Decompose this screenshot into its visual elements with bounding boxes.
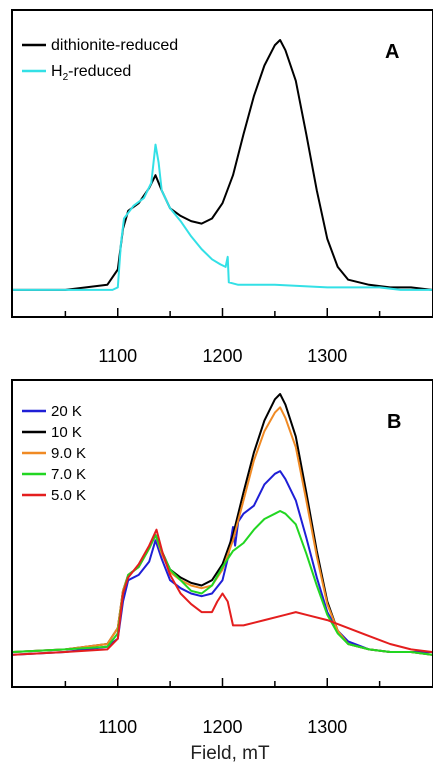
panel-a-frame (12, 10, 433, 317)
panel-a-legend-label: H2-reduced (51, 63, 131, 83)
panel-b-legend-label: 20 K (51, 403, 82, 420)
panel-a-x-tick-label: 1300 (307, 346, 347, 366)
panel-b-legend-label: 5.0 K (51, 487, 86, 504)
panel-b-legend-label: 10 K (51, 424, 82, 441)
panel-a-legend: dithionite-reduced H2-reduced (22, 37, 178, 83)
panel-a-x-tick-label: 1100 (98, 346, 137, 366)
panel-b-x-tick-label: 1100 (98, 717, 137, 737)
panel-b-label: B (387, 411, 401, 433)
x-axis-label: Field, mT (190, 743, 270, 764)
panel-a: 1100 1200 1300 dithionite-reduced H2-reduce… (12, 10, 433, 366)
panel-b-legend-label: 7.0 K (51, 466, 86, 483)
panel-b-series-line (13, 511, 432, 655)
panel-b-legend-label: 9.0 K (51, 445, 86, 462)
panel-a-series-line (13, 145, 432, 290)
panel-b-x-tick-label: 1300 (307, 717, 347, 737)
panel-a-legend-label: dithionite-reduced (51, 37, 178, 54)
panel-a-x-tick-label: 1200 (202, 346, 242, 366)
panel-b-x-tick-label: 1200 (202, 717, 242, 737)
panel-b-series-line (13, 530, 432, 655)
panel-b-legend: 20 K 10 K 9.0 K 7.0 K 5.0 K (22, 403, 86, 504)
panel-b: 1100 1200 1300 20 K 10 K 9.0 K 7.0 K 5.0 K B (12, 380, 433, 737)
panel-a-label: A (385, 41, 399, 63)
